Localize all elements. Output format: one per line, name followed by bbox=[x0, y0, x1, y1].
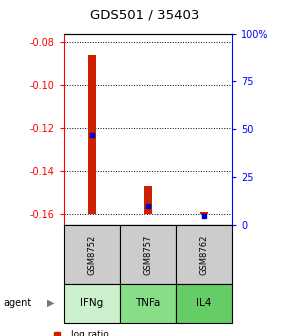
Text: IL4: IL4 bbox=[196, 298, 212, 308]
Bar bbox=[176, 284, 232, 323]
Text: GSM8762: GSM8762 bbox=[200, 234, 209, 275]
Bar bbox=[144, 186, 152, 214]
Bar bbox=[200, 212, 208, 214]
Text: IFNg: IFNg bbox=[80, 298, 104, 308]
Bar bbox=[64, 225, 120, 284]
Bar bbox=[176, 225, 232, 284]
Text: ▶: ▶ bbox=[47, 298, 55, 308]
Bar bbox=[120, 225, 176, 284]
Text: GSM8757: GSM8757 bbox=[143, 234, 153, 275]
Bar bbox=[64, 284, 120, 323]
Text: agent: agent bbox=[3, 298, 31, 308]
Text: log ratio: log ratio bbox=[71, 330, 108, 336]
Text: GDS501 / 35403: GDS501 / 35403 bbox=[90, 8, 200, 22]
Bar bbox=[88, 55, 96, 214]
Bar bbox=[120, 284, 176, 323]
Text: TNFa: TNFa bbox=[135, 298, 161, 308]
Text: GSM8752: GSM8752 bbox=[87, 235, 96, 275]
